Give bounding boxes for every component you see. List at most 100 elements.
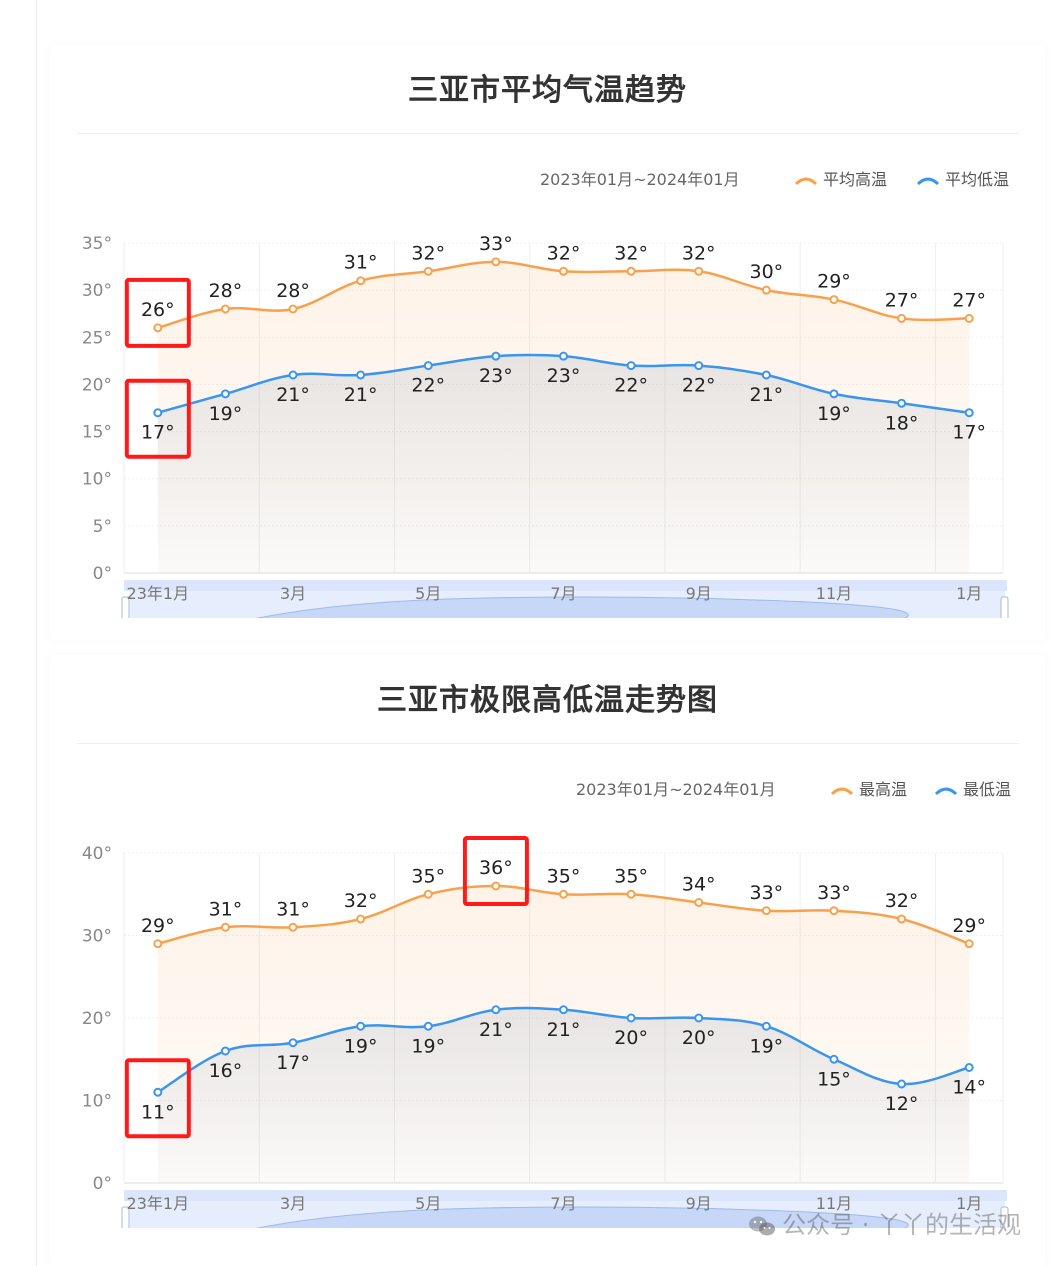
high-data-label: 27° <box>952 289 986 311</box>
high-data-label: 33° <box>817 882 851 904</box>
low-data-point <box>356 370 366 380</box>
y-tick-label: 0° <box>93 564 112 584</box>
high-data-label: 33° <box>750 882 784 904</box>
x-tick-label: 1月 <box>956 584 982 603</box>
low-data-point <box>761 370 771 380</box>
low-data-label: 20° <box>614 1027 648 1049</box>
y-tick-label: 0° <box>93 1174 112 1194</box>
high-data-point <box>356 276 366 286</box>
high-data-point <box>220 304 230 314</box>
x-tick-label: 3月 <box>280 584 306 603</box>
low-data-label: 23° <box>547 365 581 387</box>
low-series-area <box>157 354 970 573</box>
x-tick-label: 5月 <box>415 584 441 603</box>
high-data-label: 31° <box>209 898 243 920</box>
title-divider <box>77 743 1019 744</box>
y-tick-label: 35° <box>82 234 112 254</box>
x-tick-label: 1月 <box>956 1194 982 1213</box>
avg-temp-panel: 三亚市平均气温趋势 2023年01月~2024年01月 平均高温 平均低温 0°… <box>50 45 1045 640</box>
high-data-point <box>694 898 704 907</box>
x-tick-label: 11月 <box>816 1194 852 1213</box>
high-data-point <box>153 939 163 949</box>
low-data-point <box>897 398 907 408</box>
legend-item-low[interactable]: 最低温 <box>934 776 1011 800</box>
y-tick-label: 5° <box>93 517 112 537</box>
high-data-label: 28° <box>276 280 310 302</box>
legend-item-high[interactable]: 平均高温 <box>794 166 887 190</box>
legend-item-high[interactable]: 最高温 <box>830 776 908 800</box>
x-tick-label: 7月 <box>550 584 576 603</box>
low-data-point <box>829 389 839 399</box>
zoom-slider-track <box>124 580 1007 591</box>
high-data-label: 32° <box>614 242 648 264</box>
high-data-point <box>559 266 568 276</box>
high-data-label: 35° <box>614 865 648 887</box>
low-data-label: 23° <box>479 365 513 387</box>
low-data-label: 19° <box>817 403 851 425</box>
legend-high-line-icon <box>830 787 854 795</box>
highlight-box <box>124 277 191 348</box>
high-data-point <box>964 313 974 323</box>
avg-temp-chart: 0° 5° 10° 15° 20° 25° 30° 35° 23年1月 3月 5月 7月 9月 11月 1月… <box>82 233 1009 618</box>
low-data-label: 19° <box>750 1035 784 1057</box>
high-data-point <box>626 889 636 899</box>
high-data-label: 33° <box>479 233 513 255</box>
low-data-label: 16° <box>209 1060 243 1082</box>
chart-title: 三亚市平均气温趋势 <box>408 73 687 108</box>
x-tick-label: 9月 <box>686 1194 712 1213</box>
legend-high-label: 最高温 <box>859 780 908 799</box>
y-tick-label: 25° <box>82 328 112 348</box>
low-data-point <box>288 1038 298 1048</box>
high-data-point <box>761 285 771 295</box>
x-tick-label: 3月 <box>280 1194 306 1213</box>
low-data-point <box>626 361 636 371</box>
low-data-label: 19° <box>411 1035 445 1057</box>
high-data-point <box>694 266 704 276</box>
low-series-area <box>157 1008 970 1183</box>
low-data-label: 21° <box>344 384 378 406</box>
low-data-point <box>423 1021 433 1031</box>
zoom-slider-handle <box>1000 596 1009 618</box>
legend-high-line-icon <box>794 177 818 185</box>
x-tick-label: 23年1月 <box>127 1194 190 1213</box>
high-data-point <box>288 922 298 932</box>
highlight-box <box>462 836 529 906</box>
x-tick-label: 11月 <box>816 584 852 603</box>
low-data-point <box>153 408 163 418</box>
high-data-label: 27° <box>885 289 919 311</box>
low-data-label: 11° <box>141 1101 175 1123</box>
low-data-point <box>356 1021 366 1031</box>
high-data-point <box>423 889 433 899</box>
low-data-point <box>694 1013 704 1023</box>
high-data-point <box>897 313 907 323</box>
legend-item-low[interactable]: 平均低温 <box>916 166 1009 190</box>
low-data-label: 21° <box>276 384 310 406</box>
title-divider <box>77 133 1019 134</box>
low-data-point <box>491 1005 501 1015</box>
zoom-slider-preview <box>255 596 909 618</box>
low-data-point <box>964 1063 974 1072</box>
low-data-point <box>964 408 974 418</box>
high-data-label: 26° <box>141 299 175 321</box>
high-data-point <box>829 906 839 916</box>
high-data-label: 32° <box>885 890 919 912</box>
high-data-label: 34° <box>682 874 716 896</box>
low-data-point <box>694 361 704 371</box>
high-data-point <box>829 295 839 305</box>
low-data-label: 19° <box>209 403 243 425</box>
high-data-point <box>288 304 298 314</box>
high-data-point <box>153 323 163 333</box>
high-data-label: 35° <box>547 865 581 887</box>
high-data-point <box>626 266 636 276</box>
y-tick-label: 10° <box>82 470 112 490</box>
x-tick-label: 9月 <box>686 584 712 603</box>
extreme-temp-panel: 三亚市极限高低温走势图 2023年01月~2024年01月 最高温 最低温 0°… <box>50 655 1045 1266</box>
low-data-point <box>288 370 298 380</box>
high-data-label: 30° <box>750 261 784 283</box>
low-data-label: 19° <box>344 1035 378 1057</box>
high-data-label: 32° <box>344 890 378 912</box>
x-tick-label: 23年1月 <box>127 584 190 603</box>
high-data-point <box>491 881 501 891</box>
y-tick-label: 20° <box>82 1009 112 1029</box>
high-data-point <box>356 914 366 924</box>
